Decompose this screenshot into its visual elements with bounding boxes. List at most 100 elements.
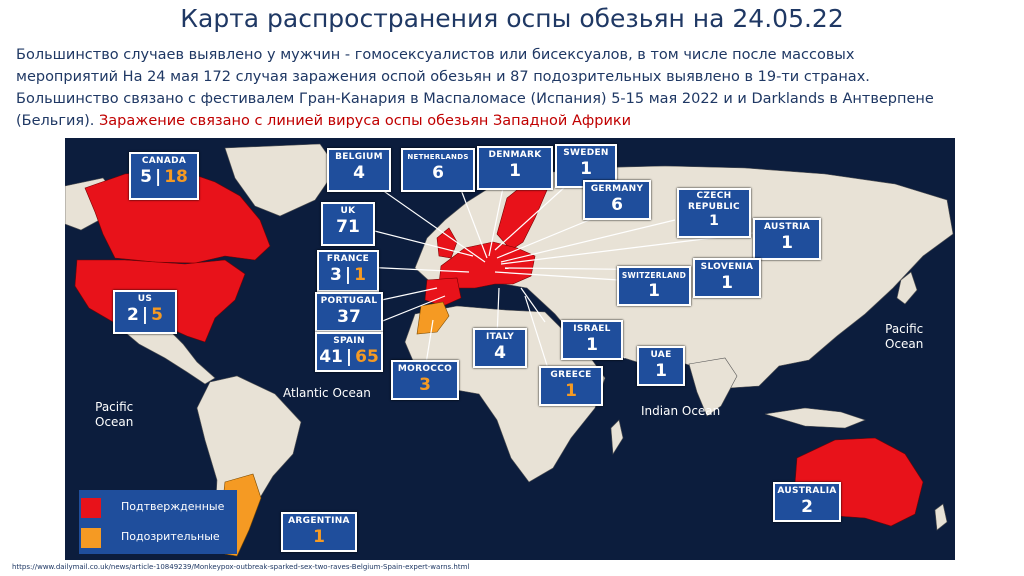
description-line-4-blue: (Бельгия). [16,113,95,129]
confirmed-count-slovenia: 1 [721,273,733,293]
confirmed-count-netherlands: 6 [432,163,444,183]
confirmed-count-denmark: 1 [509,161,521,181]
country-name-morocco: MOROCCO [397,364,453,374]
ocean-label-pacific-right-1: Pacific [885,322,924,336]
legend-label-suspected: Подозрительные [121,530,220,543]
country-name-canada: CANADA [141,156,187,166]
country-box-czech-republic: CZECH REPUBLIC 1 [677,188,751,238]
description: Большинство случаев выявлено у мужчин - … [16,44,1016,132]
confirmed-count-switzerland: 1 [648,281,660,301]
country-box-france: FRANCE 3 | 1 [317,250,379,292]
country-box-israel: ISRAEL 1 [561,320,623,360]
confirmed-count-france: 3 [330,265,342,285]
land-india [688,357,738,417]
suspected-count-argentina: 1 [313,527,325,547]
land-morocco [416,301,450,335]
country-box-austria: AUSTRIA 1 [753,218,821,260]
ocean-label-atlantic: Atlantic Ocean [283,386,371,400]
country-name-us: US [137,294,153,304]
country-box-belgium: BELGIUM 4 [327,148,391,192]
country-box-argentina: ARGENTINA 1 [281,512,357,552]
confirmed-count-uae: 1 [655,361,667,381]
confirmed-count-canada: 5 [140,167,152,187]
country-name-italy: ITALY [485,332,515,342]
land-iberia [424,277,462,307]
land-japan [896,271,918,305]
country-box-switzerland: SWITZERLAND 1 [617,266,691,306]
description-line-4-red: Заражение связано с линией вируса оспы о… [98,113,632,129]
suspected-count-us: 5 [151,305,163,325]
leader-lines [340,173,778,379]
ocean-label-pacific-right-2: Ocean [885,337,924,351]
confirmed-count-belgium: 4 [353,163,365,183]
map-legend: Подтвержденные Подозрительные [79,490,237,554]
country-name-france: FRANCE [326,254,370,264]
description-line-4: (Бельгия). Заражение связано с линией ви… [16,110,1016,132]
confirmed-count-portugal: 37 [337,307,361,327]
confirmed-count-italy: 4 [494,343,506,363]
legend-item-suspected: Подозрительные [81,526,231,550]
country-name-denmark: DENMARK [488,150,542,160]
suspected-count-france: 1 [354,265,366,285]
country-name-uk: UK [340,206,356,216]
source-link[interactable]: https://www.dailymail.co.uk/news/article… [12,563,470,571]
confirmed-count-us: 2 [127,305,139,325]
description-line-2: мероприятий На 24 мая 172 случая заражен… [16,69,870,85]
country-name-israel: ISRAEL [573,324,611,334]
legend-item-confirmed: Подтвержденные [81,496,231,520]
country-box-greece: GREECE 1 [539,366,603,406]
country-name-belgium: BELGIUM [335,152,383,162]
land-madagascar [610,419,624,455]
ocean-label-pacific-left-1: Pacific [95,400,134,414]
legend-swatch-suspected [81,528,101,548]
country-name-germany: GERMANY [590,184,644,194]
page-title: Карта распространения оспы обезьян на 24… [180,4,844,33]
land-new-zealand [934,503,948,531]
suspected-count-greece: 1 [565,381,577,401]
confirmed-count-israel: 1 [586,335,598,355]
country-box-uk: UK 71 [321,202,375,246]
ocean-label-pacific-right: Pacific Ocean [885,322,923,352]
country-box-morocco: MOROCCO 3 [391,360,459,400]
world-map: CANADA 5 | 18 BELGIUM 4 NETHERLANDS 6 DENM… [65,138,955,560]
suspected-count-morocco: 3 [419,375,431,395]
country-box-germany: GERMANY 6 [583,180,651,220]
country-name-spain: SPAIN [333,336,365,346]
country-name-republic: REPUBLIC [688,202,740,212]
confirmed-count-australia: 2 [801,497,813,517]
country-name-slovenia: SLOVENIA [700,262,754,272]
confirmed-count-czech-republic: 1 [709,213,719,229]
country-name-netherlands: NETHERLANDS [407,153,469,161]
country-box-canada: CANADA 5 | 18 [129,152,199,200]
suspected-count-spain: 65 [355,347,379,367]
country-box-australia: AUSTRALIA 2 [773,482,841,522]
country-name-austria: AUSTRIA [764,222,810,232]
country-box-spain: SPAIN 41 | 65 [315,332,383,372]
confirmed-count-uk: 71 [336,217,360,237]
suspected-count-canada: 18 [164,167,188,187]
land-indonesia [764,407,866,429]
land-greenland [224,143,338,217]
legend-swatch-confirmed [81,498,101,518]
country-box-portugal: PORTUGAL 37 [315,292,383,332]
confirmed-count-germany: 6 [611,195,623,215]
confirmed-count-spain: 41 [319,347,343,367]
ocean-label-pacific-left-2: Ocean [95,415,134,429]
country-name-argentina: ARGENTINA [288,516,350,526]
country-box-italy: ITALY 4 [473,328,527,368]
country-name-australia: AUSTRALIA [777,486,837,496]
ocean-label-pacific-left: Pacific Ocean [95,400,133,430]
country-name-sweden: SWEDEN [563,148,609,158]
country-box-slovenia: SLOVENIA 1 [693,258,761,298]
country-name-switzerland: SWITZERLAND [621,271,687,280]
country-box-us: US 2 | 5 [113,290,177,334]
ocean-label-indian: Indian Ocean [641,404,721,418]
confirmed-count-austria: 1 [781,233,793,253]
country-box-uae: UAE 1 [637,346,685,386]
confirmed-count-sweden: 1 [580,159,592,179]
country-name-portugal: PORTUGAL [320,296,378,306]
country-name-czech: CZECH [696,191,732,201]
description-line-1: Большинство случаев выявлено у мужчин - … [16,47,855,63]
description-line-3: Большинство связано с фестивалем Гран-Ка… [16,91,934,107]
legend-label-confirmed: Подтвержденные [121,500,225,513]
